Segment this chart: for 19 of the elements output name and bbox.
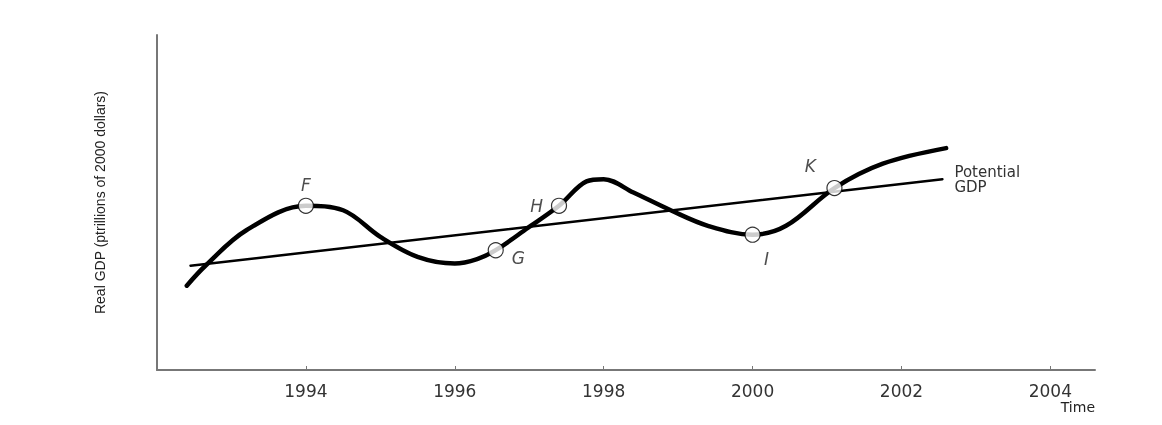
point	[487, 242, 504, 259]
annotation: H	[530, 195, 544, 216]
annotation: K	[804, 155, 818, 176]
series-label: Potential GDP	[954, 162, 1025, 196]
x-axis-title: Time	[1059, 399, 1095, 415]
point	[744, 226, 761, 243]
x-tick-label: 1994	[284, 380, 328, 401]
point	[550, 197, 568, 214]
point	[826, 179, 843, 197]
point	[297, 197, 314, 214]
x-tick-label: 2004	[1028, 380, 1072, 401]
x-tick-label: 2002	[879, 380, 924, 401]
annotation: F	[301, 175, 311, 196]
x-tick-label: 1998	[582, 380, 626, 401]
x-tick-label: 1996	[433, 380, 477, 401]
x-tick-label: 2000	[730, 380, 775, 401]
y-axis-title: Real GDP (ptrillions of 2000 dollars)	[92, 90, 108, 315]
annotation: G	[511, 248, 525, 269]
annotation: I	[764, 249, 770, 270]
